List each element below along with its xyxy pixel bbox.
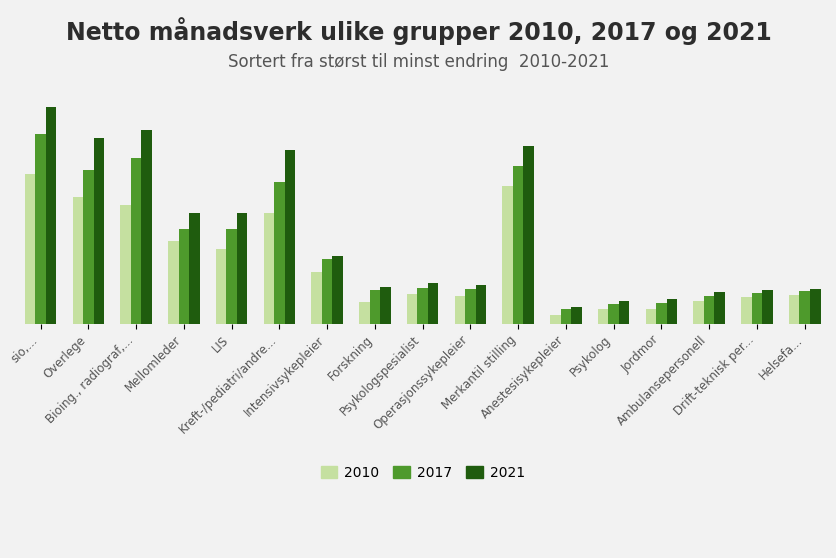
Bar [751, 294, 762, 324]
Legend: 2010, 2017, 2021: 2010, 2017, 2021 [315, 460, 529, 485]
Bar [427, 283, 438, 324]
Bar [454, 296, 465, 324]
Bar [168, 241, 178, 324]
Bar [178, 229, 189, 324]
Bar [655, 303, 666, 324]
Bar [619, 301, 629, 324]
Bar [35, 134, 46, 324]
Bar [189, 213, 200, 324]
Bar [549, 315, 560, 324]
Bar [46, 107, 56, 324]
Bar [502, 186, 512, 324]
Bar [475, 285, 486, 324]
Bar [83, 170, 94, 324]
Bar [370, 290, 380, 324]
Text: Sortert fra størst til minst endring  2010-2021: Sortert fra størst til minst endring 201… [227, 53, 609, 71]
Bar [332, 256, 343, 324]
Bar [741, 297, 751, 324]
Bar [512, 166, 522, 324]
Bar [560, 309, 570, 324]
Bar [809, 289, 819, 324]
Bar [380, 287, 390, 324]
Bar [597, 309, 608, 324]
Bar [714, 292, 724, 324]
Bar [263, 213, 274, 324]
Bar [94, 138, 104, 324]
Bar [693, 301, 703, 324]
Bar [645, 309, 655, 324]
Text: Netto månadsverk ulike grupper 2010, 2017 og 2021: Netto månadsverk ulike grupper 2010, 201… [65, 17, 771, 45]
Bar [608, 304, 619, 324]
Bar [73, 198, 83, 324]
Bar [798, 291, 809, 324]
Bar [226, 229, 237, 324]
Bar [130, 158, 141, 324]
Bar [311, 272, 322, 324]
Bar [216, 249, 226, 324]
Bar [465, 289, 475, 324]
Bar [522, 146, 533, 324]
Bar [570, 307, 581, 324]
Bar [141, 131, 151, 324]
Bar [406, 294, 417, 324]
Bar [237, 213, 247, 324]
Bar [417, 288, 427, 324]
Bar [666, 299, 676, 324]
Bar [284, 150, 295, 324]
Bar [322, 258, 332, 324]
Bar [120, 205, 130, 324]
Bar [274, 181, 284, 324]
Bar [25, 174, 35, 324]
Bar [703, 296, 714, 324]
Bar [788, 295, 798, 324]
Bar [762, 291, 772, 324]
Bar [359, 302, 370, 324]
